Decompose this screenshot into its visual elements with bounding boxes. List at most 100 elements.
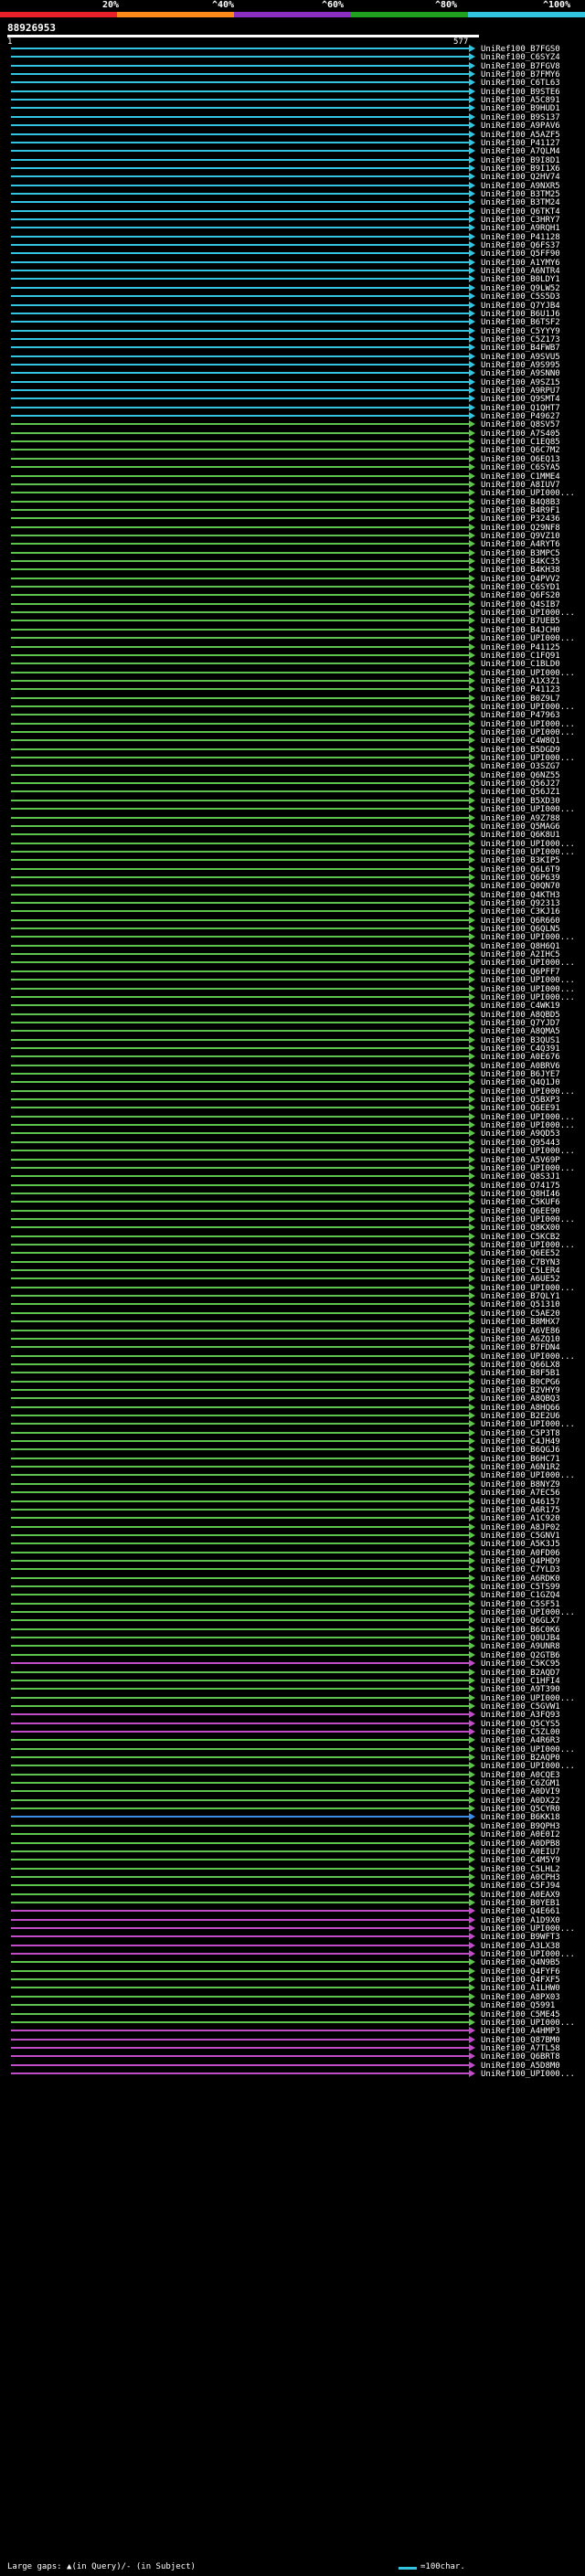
hit-row[interactable]: UniRef100_A1LHW0 xyxy=(11,1984,560,1993)
hit-label[interactable]: UniRef100_B9WFT3 xyxy=(481,1933,560,1942)
hit-row[interactable]: UniRef100_UPI000... xyxy=(11,805,575,814)
hit-label[interactable]: UniRef100_UPI000... xyxy=(481,634,575,643)
hit-row[interactable]: UniRef100_UPI000... xyxy=(11,1215,575,1224)
hit-row[interactable]: UniRef100_B3TM24 xyxy=(11,198,560,207)
hit-label[interactable]: UniRef100_Q5FF90 xyxy=(481,249,560,259)
hit-row[interactable]: UniRef100_A9NXR5 xyxy=(11,182,560,191)
hit-label[interactable]: UniRef100_B6C0K6 xyxy=(481,1626,560,1635)
hit-row[interactable]: UniRef100_UPI000... xyxy=(11,840,575,849)
hit-bar[interactable] xyxy=(11,1226,470,1228)
hit-label[interactable]: UniRef100_O3SZG7 xyxy=(481,762,560,771)
hit-row[interactable]: UniRef100_Q4PHD9 xyxy=(11,1557,560,1566)
hit-bar[interactable] xyxy=(11,1594,470,1595)
hit-bar[interactable] xyxy=(11,1970,470,1972)
hit-row[interactable]: UniRef100_B3TM25 xyxy=(11,190,560,199)
hit-bar[interactable] xyxy=(11,1577,470,1579)
hit-row[interactable]: UniRef100_Q66LX8 xyxy=(11,1361,560,1370)
hit-bar[interactable] xyxy=(11,193,470,195)
hit-label[interactable]: UniRef100_Q6PFF7 xyxy=(481,968,560,977)
hit-row[interactable]: UniRef100_C5GNV1 xyxy=(11,1532,560,1541)
hit-label[interactable]: UniRef100_UPI000... xyxy=(481,976,575,985)
hit-label[interactable]: UniRef100_A9SZ15 xyxy=(481,378,560,387)
hit-label[interactable]: UniRef100_C5KC95 xyxy=(481,1659,560,1669)
hit-label[interactable]: UniRef100_B7UEB5 xyxy=(481,617,560,626)
hit-row[interactable]: UniRef100_A6VE86 xyxy=(11,1327,560,1336)
hit-label[interactable]: UniRef100_B9I1X6 xyxy=(481,164,560,174)
hit-row[interactable]: UniRef100_Q4PVV2 xyxy=(11,575,560,584)
hit-bar[interactable] xyxy=(11,1568,470,1570)
hit-label[interactable]: UniRef100_B5XD30 xyxy=(481,797,560,806)
hit-row[interactable]: UniRef100_A0CPH3 xyxy=(11,1873,560,1882)
hit-bar[interactable] xyxy=(11,244,470,246)
hit-row[interactable]: UniRef100_UPI000... xyxy=(11,1745,575,1754)
hit-bar[interactable] xyxy=(11,1295,470,1297)
hit-label[interactable]: UniRef100_C4W8Q1 xyxy=(481,737,560,746)
hit-row[interactable]: UniRef100_P41128 xyxy=(11,233,560,242)
hit-label[interactable]: UniRef100_UPI000... xyxy=(481,2019,575,2028)
hit-bar[interactable] xyxy=(11,672,470,673)
hit-row[interactable]: UniRef100_A5K3J5 xyxy=(11,1540,560,1549)
hit-label[interactable]: UniRef100_C1MME4 xyxy=(481,472,560,482)
hit-bar[interactable] xyxy=(11,578,470,579)
hit-row[interactable]: UniRef100_C4JH49 xyxy=(11,1437,560,1447)
hit-bar[interactable] xyxy=(11,637,470,639)
hit-label[interactable]: UniRef100_B4R9F1 xyxy=(481,506,560,515)
hit-label[interactable]: UniRef100_Q56JZ1 xyxy=(481,788,560,797)
hit-row[interactable]: UniRef100_A8PX03 xyxy=(11,1993,560,2002)
hit-row[interactable]: UniRef100_A0BRV6 xyxy=(11,1062,560,1071)
hit-label[interactable]: UniRef100_C5ME45 xyxy=(481,2010,560,2019)
hit-bar[interactable] xyxy=(11,1406,470,1408)
hit-bar[interactable] xyxy=(11,782,470,784)
hit-bar[interactable] xyxy=(11,1201,470,1203)
hit-label[interactable]: UniRef100_C5SF51 xyxy=(481,1600,560,1609)
hit-bar[interactable] xyxy=(11,1235,470,1237)
hit-bar[interactable] xyxy=(11,1022,470,1023)
hit-row[interactable]: UniRef100_C4M5Y9 xyxy=(11,1856,560,1865)
hit-label[interactable]: UniRef100_Q8S3J1 xyxy=(481,1172,560,1182)
hit-bar[interactable] xyxy=(11,800,470,801)
hit-row[interactable]: UniRef100_B2VHY9 xyxy=(11,1386,560,1395)
hit-bar[interactable] xyxy=(11,107,470,109)
hit-row[interactable]: UniRef100_UPI000... xyxy=(11,1950,575,1959)
hit-label[interactable]: UniRef100_A0FD06 xyxy=(481,1549,560,1558)
hit-row[interactable]: UniRef100_A5V69P xyxy=(11,1156,560,1165)
hit-row[interactable]: UniRef100_B9I1X6 xyxy=(11,164,560,174)
hit-label[interactable]: UniRef100_Q51310 xyxy=(481,1300,560,1309)
hit-row[interactable]: UniRef100_Q87BM0 xyxy=(11,2036,560,2045)
hit-bar[interactable] xyxy=(11,560,470,562)
hit-bar[interactable] xyxy=(11,330,470,332)
hit-bar[interactable] xyxy=(11,1081,470,1083)
hit-bar[interactable] xyxy=(11,1389,470,1391)
hit-row[interactable]: UniRef100_A9PAV6 xyxy=(11,122,560,131)
hit-row[interactable]: UniRef100_Q2HV74 xyxy=(11,173,560,182)
hit-bar[interactable] xyxy=(11,1868,470,1870)
hit-row[interactable]: UniRef100_UPI000... xyxy=(11,976,575,985)
hit-row[interactable]: UniRef100_Q4KTH3 xyxy=(11,891,560,900)
hit-bar[interactable] xyxy=(11,185,470,186)
hit-bar[interactable] xyxy=(11,1953,470,1955)
hit-label[interactable]: UniRef100_Q4KTH3 xyxy=(481,891,560,900)
hit-label[interactable]: UniRef100_A1LHW0 xyxy=(481,1984,560,1993)
hit-row[interactable]: UniRef100_A9T390 xyxy=(11,1685,560,1694)
hit-bar[interactable] xyxy=(11,1159,470,1161)
hit-bar[interactable] xyxy=(11,739,470,741)
hit-label[interactable]: UniRef100_Q4N9B5 xyxy=(481,1958,560,1967)
hit-bar[interactable] xyxy=(11,1175,470,1177)
hit-label[interactable]: UniRef100_Q4E661 xyxy=(481,1907,560,1916)
hit-bar[interactable] xyxy=(11,1842,470,1844)
hit-row[interactable]: UniRef100_B2AQP0 xyxy=(11,1754,560,1763)
hit-row[interactable]: UniRef100_Q4FYF6 xyxy=(11,1967,560,1977)
hit-bar[interactable] xyxy=(11,1987,470,1988)
hit-row[interactable]: UniRef100_UPI000... xyxy=(11,993,575,1002)
hit-label[interactable]: UniRef100_A8QBQ3 xyxy=(481,1394,560,1404)
hit-bar[interactable] xyxy=(11,2047,470,2049)
hit-bar[interactable] xyxy=(11,680,470,682)
hit-row[interactable]: UniRef100_B7FMY6 xyxy=(11,70,560,80)
hit-label[interactable]: UniRef100_Q56J27 xyxy=(481,779,560,789)
hit-row[interactable]: UniRef100_Q56J27 xyxy=(11,779,560,789)
hit-row[interactable]: UniRef100_A9UNR8 xyxy=(11,1642,560,1651)
hit-row[interactable]: UniRef100_A6R175 xyxy=(11,1506,560,1515)
hit-bar[interactable] xyxy=(11,1474,470,1476)
hit-bar[interactable] xyxy=(11,953,470,955)
hit-bar[interactable] xyxy=(11,1440,470,1442)
